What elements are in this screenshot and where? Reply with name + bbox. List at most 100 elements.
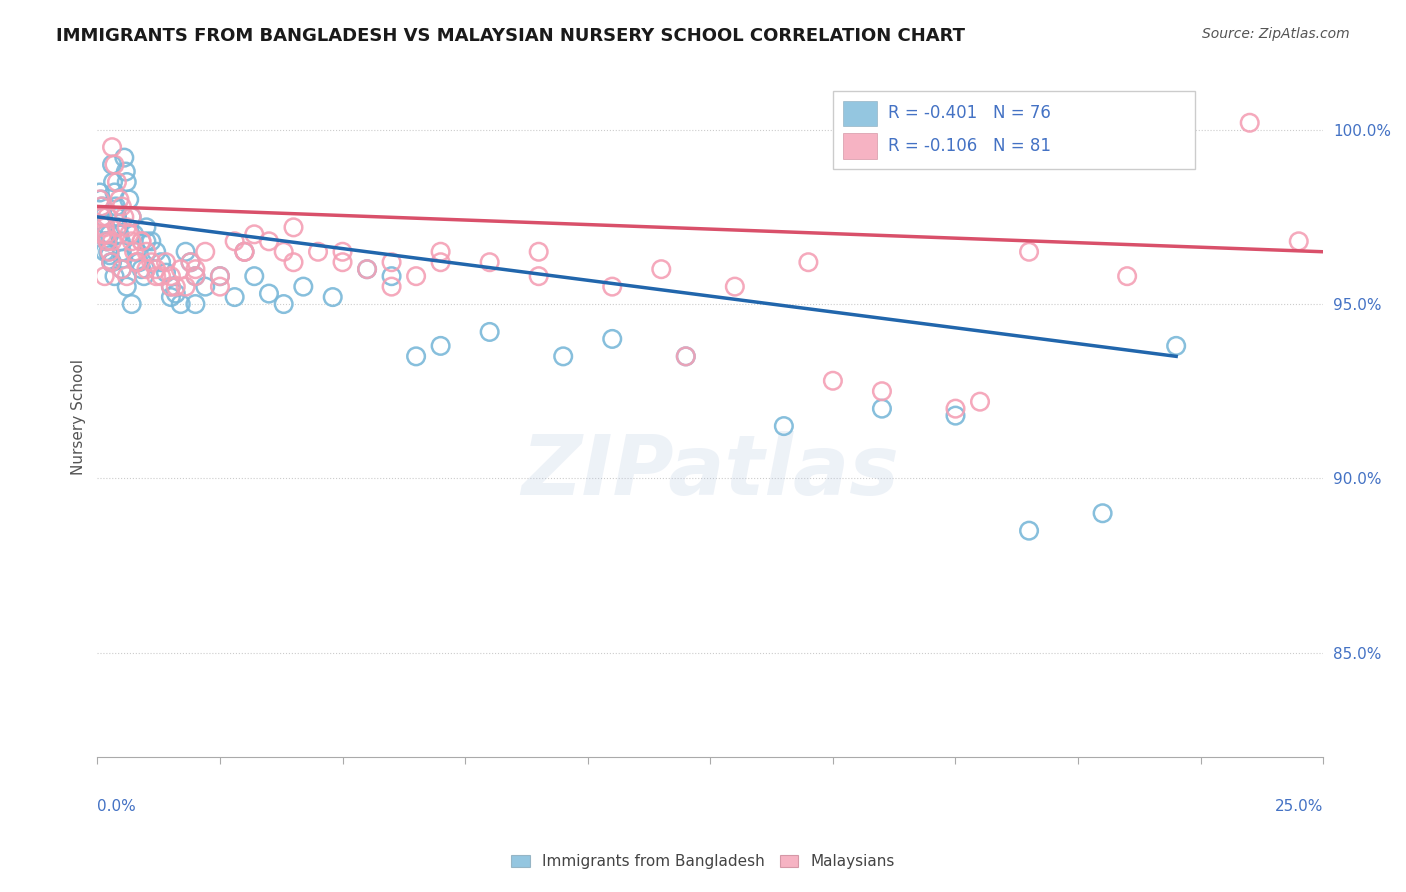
Point [132, 269, 155, 284]
Point [233, 244, 256, 259]
Point [184, 262, 207, 277]
Text: 25.0%: 25.0% [1275, 799, 1323, 814]
Point [1239, 116, 1261, 130]
Point [675, 350, 697, 364]
Point [224, 290, 246, 304]
Point [112, 210, 135, 224]
Point [125, 255, 148, 269]
Point [155, 255, 177, 269]
Point [108, 193, 131, 207]
Point [224, 235, 246, 249]
Point [89, 193, 111, 207]
Point [100, 255, 122, 269]
Point [208, 269, 231, 284]
Point [870, 384, 893, 399]
Point [821, 374, 844, 388]
Point [115, 220, 138, 235]
Point [257, 286, 280, 301]
Point [429, 255, 451, 269]
Point [381, 269, 404, 284]
Point [969, 394, 991, 409]
Point [108, 227, 131, 242]
Point [194, 244, 217, 259]
Point [93, 217, 115, 231]
Point [283, 220, 305, 235]
Point [165, 286, 187, 301]
Point [160, 279, 183, 293]
Point [93, 269, 115, 284]
Point [332, 255, 354, 269]
Point [1091, 506, 1114, 520]
Point [122, 244, 145, 259]
Point [131, 262, 153, 277]
Point [1018, 244, 1040, 259]
Point [111, 199, 134, 213]
Point [96, 227, 118, 242]
Point [104, 199, 127, 213]
Point [115, 175, 138, 189]
Point [1288, 235, 1310, 249]
Point [478, 325, 501, 339]
Point [135, 244, 157, 259]
Point [128, 255, 150, 269]
Point [381, 255, 404, 269]
Point [98, 227, 121, 242]
Point [105, 210, 128, 224]
Point [553, 350, 575, 364]
Point [870, 401, 893, 416]
Point [155, 266, 177, 280]
Point [1166, 339, 1188, 353]
Point [105, 220, 128, 235]
Point [114, 164, 136, 178]
Point [122, 227, 145, 242]
Point [356, 262, 378, 277]
Point [675, 350, 697, 364]
Point [184, 269, 207, 284]
Point [1116, 269, 1139, 284]
Point [100, 255, 122, 269]
Point [101, 235, 124, 249]
Point [90, 199, 112, 213]
Point [111, 262, 134, 277]
Text: Source: ZipAtlas.com: Source: ZipAtlas.com [1202, 27, 1350, 41]
Point [160, 269, 183, 284]
Point [103, 269, 125, 284]
Point [115, 269, 138, 284]
Point [184, 269, 207, 284]
Point [110, 235, 132, 249]
Point [243, 227, 266, 242]
Point [150, 269, 173, 284]
Point [101, 140, 124, 154]
Point [600, 279, 623, 293]
Point [96, 210, 118, 224]
Point [257, 235, 280, 249]
Point [125, 244, 148, 259]
Point [103, 158, 125, 172]
Point [145, 262, 167, 277]
Point [174, 279, 197, 293]
Point [322, 290, 344, 304]
Point [91, 210, 114, 224]
Point [381, 279, 404, 293]
Point [96, 235, 118, 249]
Point [107, 220, 129, 235]
Text: R = -0.106   N = 81: R = -0.106 N = 81 [889, 137, 1052, 155]
Point [91, 227, 114, 242]
Point [283, 255, 305, 269]
Point [356, 262, 378, 277]
Point [527, 269, 550, 284]
Point [160, 290, 183, 304]
FancyBboxPatch shape [842, 133, 877, 159]
Point [184, 297, 207, 311]
Point [89, 186, 111, 200]
Text: 0.0%: 0.0% [97, 799, 136, 814]
Y-axis label: Nursery School: Nursery School [72, 359, 86, 475]
Point [101, 158, 124, 172]
Legend: Immigrants from Bangladesh, Malaysians: Immigrants from Bangladesh, Malaysians [505, 848, 901, 875]
Point [527, 244, 550, 259]
Point [91, 210, 114, 224]
Point [233, 244, 256, 259]
Point [111, 262, 134, 277]
Point [111, 244, 134, 259]
Point [135, 235, 157, 249]
